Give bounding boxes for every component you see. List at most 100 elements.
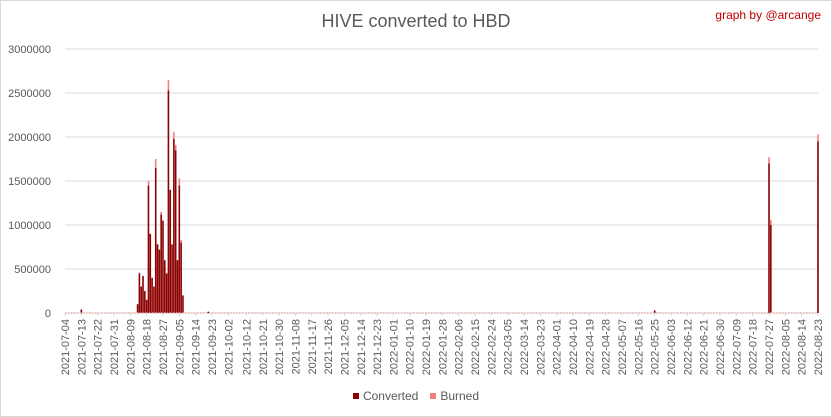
bar-converted — [80, 309, 83, 313]
bar-converted — [176, 260, 179, 313]
y-tick-label: 3000000 — [8, 44, 51, 56]
bar-converted — [165, 273, 168, 313]
x-tick-label: 2022-07-09 — [731, 319, 743, 375]
x-tick-label: 2022-08-23 — [813, 319, 825, 375]
bar-burned — [817, 134, 819, 142]
x-tick-label: 2021-07-22 — [93, 319, 105, 375]
x-tick-label: 2022-03-05 — [503, 319, 515, 375]
x-tick-label: 2021-09-23 — [207, 319, 219, 375]
bar-converted — [162, 220, 164, 313]
bar-burned — [138, 272, 141, 274]
bar-converted — [174, 150, 177, 313]
x-tick-label: 2021-12-14 — [356, 319, 368, 375]
bar-converted — [163, 260, 166, 313]
x-tick-label: 2022-05-07 — [617, 319, 629, 375]
y-tick-label: 500000 — [14, 264, 51, 276]
x-tick-label: 2022-08-14 — [797, 319, 809, 375]
legend-swatch-converted — [352, 393, 359, 399]
bar-converted — [207, 311, 210, 313]
x-tick-label: 2022-01-28 — [437, 319, 449, 375]
bar-converted — [136, 304, 139, 313]
bar-burned — [167, 79, 170, 91]
x-tick-label: 2021-08-18 — [142, 319, 154, 375]
x-tick-label: 2022-01-10 — [405, 319, 417, 375]
x-tick-label: 2021-11-17 — [307, 319, 319, 374]
x-tick-label: 2021-07-13 — [76, 319, 88, 375]
x-tick-label: 2022-07-27 — [764, 319, 776, 375]
x-tick-label: 2022-04-10 — [568, 319, 580, 375]
x-tick-label: 2021-09-14 — [191, 319, 203, 375]
bar-burned — [154, 159, 157, 168]
bar-burned — [770, 219, 772, 225]
y-tick-label: 1000000 — [8, 220, 51, 232]
x-tick-label: 2021-11-26 — [323, 319, 335, 374]
bar-converted — [173, 138, 175, 313]
bar-converted — [147, 185, 150, 313]
x-tick-label: 2021-07-31 — [109, 319, 121, 375]
x-tick-label: 2022-03-23 — [535, 319, 547, 375]
bar-converted — [138, 273, 141, 313]
x-tick-label: 2022-05-25 — [650, 319, 662, 375]
x-tick-label: 2021-10-12 — [241, 319, 253, 375]
legend-item-burned: Burned — [430, 389, 479, 403]
credit-label: graph by @arcange — [715, 8, 821, 22]
x-tick-label: 2022-02-15 — [470, 319, 482, 375]
bar-converted — [182, 295, 184, 313]
bar-converted — [151, 277, 153, 313]
x-tick-label: 2022-01-01 — [388, 319, 400, 375]
x-tick-label: 2022-07-18 — [748, 319, 760, 375]
x-tick-label: 2021-10-21 — [258, 319, 270, 375]
legend-label-converted: Converted — [362, 389, 419, 403]
bar-burned — [174, 144, 177, 151]
x-tick-label: 2021-08-09 — [125, 319, 137, 375]
chart-title: HIVE converted to HBD — [321, 11, 511, 31]
x-tick-label: 2022-06-12 — [682, 319, 694, 375]
bar-converted — [160, 214, 162, 313]
x-tick-label: 2022-06-30 — [715, 319, 727, 375]
x-tick-label: 2022-06-21 — [699, 319, 711, 375]
bar-converted — [817, 141, 819, 313]
legend-label-burned: Burned — [440, 389, 480, 403]
x-tick-label: 2021-09-05 — [174, 319, 186, 375]
x-tick-label: 2022-03-14 — [519, 319, 531, 375]
bar-converted — [169, 189, 172, 313]
x-tick-label: 2021-11-08 — [290, 319, 302, 374]
x-tick-label: 2022-08-05 — [780, 319, 792, 375]
y-tick-label: 2000000 — [8, 132, 51, 144]
bar-converted — [142, 276, 144, 313]
bar-burned — [180, 239, 182, 243]
bar-converted — [768, 163, 770, 313]
y-tick-label: 2500000 — [8, 88, 51, 100]
bar-converted — [140, 286, 143, 313]
bar-converted — [653, 310, 656, 313]
bar-converted — [180, 242, 182, 313]
x-tick-label: 2022-02-24 — [486, 319, 498, 375]
y-tick-label: 1500000 — [8, 176, 51, 188]
x-tick-label: 2021-12-23 — [372, 319, 384, 375]
y-tick-label: 0 — [45, 308, 51, 320]
bar-converted — [154, 167, 157, 313]
x-tick-label: 2022-05-16 — [633, 319, 645, 375]
x-tick-label: 2021-07-04 — [60, 319, 72, 375]
x-tick-label: 2021-10-30 — [274, 319, 286, 375]
bar-converted — [149, 233, 152, 313]
x-tick-label: 2022-04-28 — [601, 319, 613, 375]
bar-converted — [178, 185, 181, 313]
bar-converted — [145, 299, 148, 313]
x-tick-label: 2022-04-19 — [584, 319, 596, 375]
bar-burned — [768, 157, 770, 164]
bar-burned — [173, 131, 175, 139]
x-tick-label: 2022-04-01 — [552, 319, 564, 375]
x-tick-label: 2021-10-02 — [223, 319, 235, 375]
x-tick-label: 2021-12-05 — [339, 319, 351, 375]
bar-converted — [144, 291, 146, 313]
legend-swatch-burned — [430, 393, 437, 399]
bar-converted — [770, 225, 772, 313]
legend: Converted Burned — [0, 389, 832, 403]
bar-converted — [158, 249, 161, 313]
x-tick-label: 2022-06-03 — [666, 319, 678, 375]
bar-burned — [160, 211, 162, 215]
bar-converted — [156, 244, 159, 313]
bar-converted — [153, 286, 155, 313]
